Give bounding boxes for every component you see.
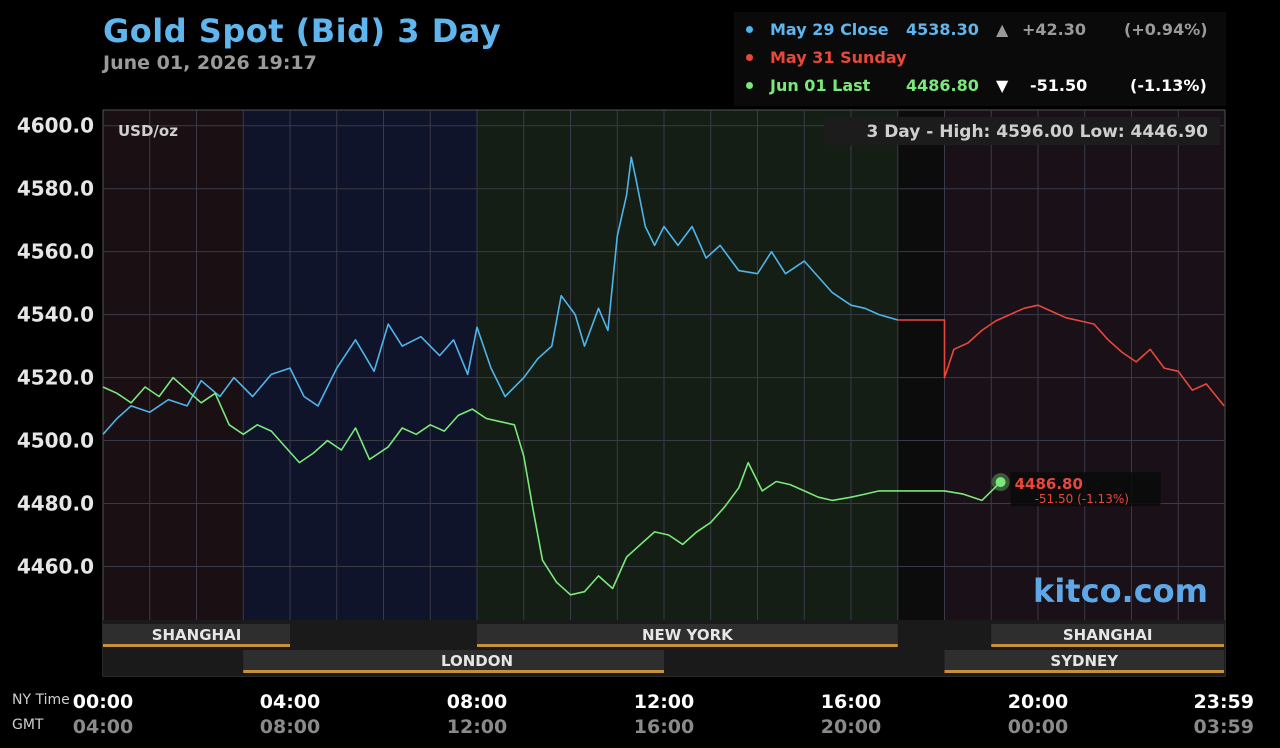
session-top-bar (477, 644, 898, 647)
chart-datetime: June 01, 2026 19:17 (103, 52, 317, 74)
session-bottom-bg (944, 650, 1225, 672)
x-axis-ny-name: NY Time (12, 692, 70, 708)
session-band (103, 110, 244, 620)
stats-bg (824, 117, 1220, 145)
session-bottom-bar (944, 670, 1225, 673)
session-top-bg (477, 624, 898, 646)
session-bars: SHANGHAI NEW YORK SHANGHAI LONDON SYDNEY (103, 620, 1225, 676)
x-tick-ny: 16:00 (821, 691, 881, 713)
legend-pct-jun01: (-1.13%) (1130, 76, 1207, 95)
legend-pct-may29: (+0.94%) (1124, 20, 1208, 39)
legend-dot-may29 (746, 26, 753, 33)
legend-change-jun01: -51.50 (1030, 76, 1088, 95)
session-bottom-bar (243, 670, 290, 673)
series-line-may29 (102, 156, 899, 435)
x-axis: NY Time GMT 00:00 04:00 04:00 08:00 08:00 12:00… (12, 691, 1254, 738)
x-tick-gmt: 16:00 (634, 716, 694, 738)
chart-text: 4600.0 4580.0 4560.0 4540.0 4520.0 4500.0 4480… (17, 114, 1220, 610)
y-tick-label: 4500.0 (17, 429, 94, 453)
legend-dot-may31 (746, 54, 753, 61)
legend-change-may29: +42.30 (1022, 20, 1087, 39)
x-tick-ny: 04:00 (260, 691, 320, 713)
x-tick-gmt: 20:00 (821, 716, 881, 738)
session-bottom-label: LONDON (441, 652, 513, 670)
x-tick-gmt: 08:00 (260, 716, 320, 738)
legend-label-may31: May 31 Sunday (770, 48, 907, 67)
session-band (897, 110, 945, 620)
session-top-bar (103, 644, 290, 647)
session-bottom-label: SYDNEY (1050, 652, 1119, 670)
x-tick-gmt: 00:00 (1008, 716, 1068, 738)
y-tick-label: 4480.0 (17, 492, 94, 516)
legend-dot-jun01 (746, 82, 753, 89)
session-top-bg (103, 624, 290, 646)
session-bottom-bg (290, 650, 664, 672)
x-tick-gmt: 04:00 (73, 716, 133, 738)
x-axis-gmt-name: GMT (12, 717, 44, 733)
y-tick-label: 4460.0 (17, 554, 94, 578)
last-price-label: 4486.80 (1015, 475, 1083, 493)
session-top-label: SHANGHAI (152, 626, 242, 644)
y-tick-label: 4540.0 (17, 303, 94, 327)
y-unit-label: USD/oz (118, 122, 178, 140)
legend: May 29 Close 4538.30 ▲ +42.30 (+0.94%) M… (734, 12, 1226, 106)
x-tick-ny: 12:00 (634, 691, 694, 713)
y-tick-label: 4520.0 (17, 366, 94, 390)
kitco-watermark: kitco.com (1033, 572, 1208, 610)
x-tick-ny: 23:59 (1194, 691, 1254, 713)
y-tick-label: 4580.0 (17, 177, 94, 201)
session-top-label: SHANGHAI (1063, 626, 1153, 644)
x-tick-gmt: 12:00 (447, 716, 507, 738)
session-top-label: NEW YORK (642, 626, 734, 644)
session-band (477, 110, 898, 620)
legend-value-may29: 4538.30 (906, 20, 979, 39)
session-top-bg (991, 624, 1225, 646)
session-band (243, 110, 477, 620)
series-lines (102, 156, 1225, 596)
chart-title: Gold Spot (Bid) 3 Day (103, 12, 502, 50)
y-tick-label: 4560.0 (17, 240, 94, 264)
legend-label-may29: May 29 Close (770, 20, 889, 39)
legend-value-jun01: 4486.80 (906, 76, 979, 95)
x-tick-ny: 20:00 (1008, 691, 1068, 713)
legend-label-jun01: Jun 01 Last (770, 76, 871, 95)
x-tick-ny: 08:00 (447, 691, 507, 713)
session-top-bar (991, 644, 1225, 647)
last-label-bg (1010, 472, 1161, 507)
stats-label: 3 Day - High: 4596.00 Low: 4446.90 (866, 122, 1208, 142)
last-change-label: -51.50 (-1.13%) (1035, 492, 1129, 506)
session-bottom-bg (243, 650, 290, 672)
x-tick-gmt: 03:59 (1194, 716, 1254, 738)
legend-arrow-up-icon: ▲ (996, 20, 1009, 39)
x-tick-ny: 00:00 (73, 691, 133, 713)
session-bottom-bar (290, 670, 664, 673)
legend-arrow-down-icon: ▼ (996, 76, 1009, 95)
series-line-jun01 (102, 376, 1002, 596)
series-line-may31 (897, 304, 1225, 407)
last-point-marker (995, 477, 1006, 488)
y-tick-label: 4600.0 (17, 114, 94, 138)
